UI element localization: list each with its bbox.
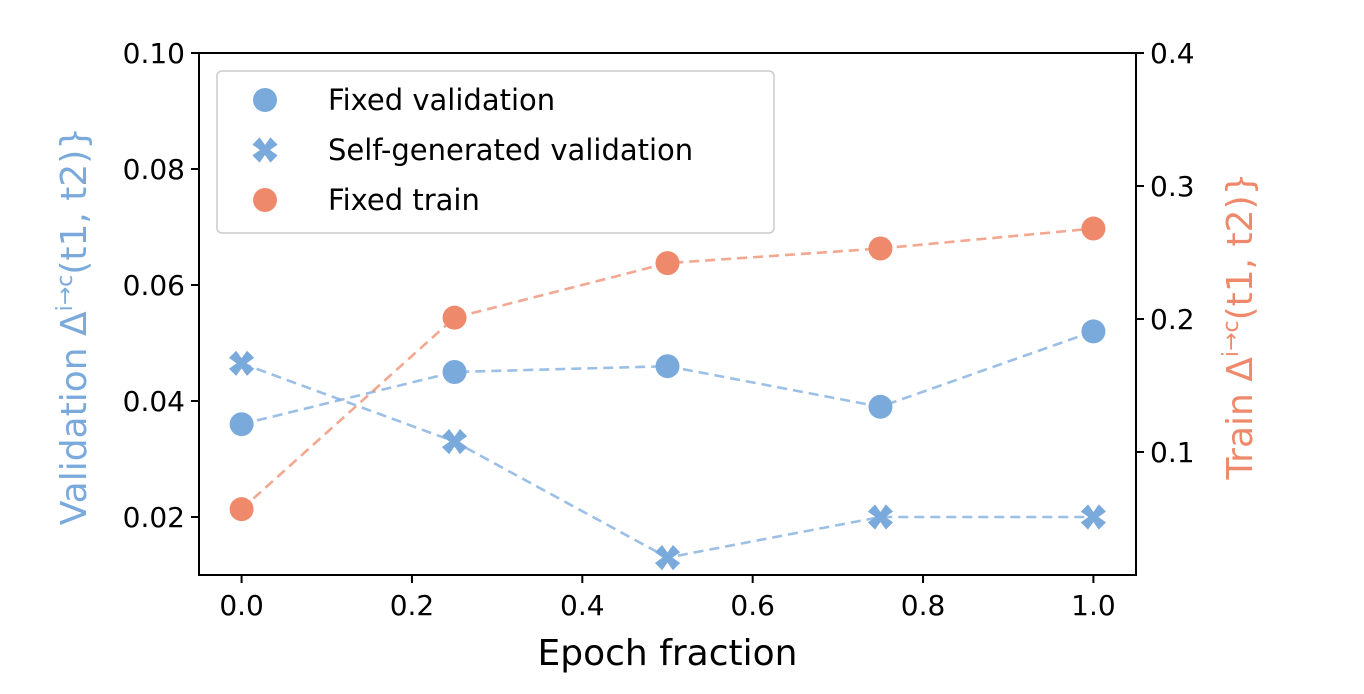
data-point-circle — [1081, 319, 1106, 344]
x-axis-label: Epoch fraction — [538, 633, 798, 674]
data-point-circle — [868, 236, 893, 261]
x-tick-label: 0.2 — [390, 589, 435, 622]
x-tick-label: 1.0 — [1071, 589, 1116, 622]
y-left-tick-label: 0.04 — [123, 385, 185, 418]
legend: Fixed validation Self-generated validatio… — [216, 70, 775, 234]
x-tick-label: 0.4 — [560, 589, 605, 622]
data-point-x-marker — [441, 429, 468, 455]
y-right-label-suffix: (t1, t2)} — [1220, 172, 1261, 320]
data-point-circle — [868, 394, 893, 419]
data-point-circle — [655, 354, 680, 379]
data-point-circle — [229, 412, 254, 437]
y-axis-left-label: Validation Δi→c(t1, t2)} — [53, 127, 95, 525]
y-left-tick-label: 0.10 — [123, 37, 185, 70]
y-left-label-sup: i→c — [53, 275, 78, 312]
x-tick-label: 0.0 — [219, 589, 264, 622]
y-right-label-sup: i→c — [1219, 320, 1244, 357]
legend-marker-circle — [253, 88, 277, 112]
y-left-label-prefix: Validation Δ — [54, 311, 95, 525]
y-right-tick-label: 0.3 — [1150, 170, 1195, 203]
data-point-circle — [655, 251, 680, 276]
series-line-2 — [240, 227, 1094, 511]
y-right-label-prefix: Train Δ — [1220, 357, 1261, 481]
data-point-x-marker — [654, 545, 681, 571]
legend-label: Fixed validation — [328, 83, 555, 117]
plot-frame — [198, 52, 1137, 576]
y-axis-right-label: Train Δi→c(t1, t2)} — [1219, 172, 1261, 480]
y-left-tick-label: 0.06 — [123, 269, 185, 302]
data-point-x-marker — [228, 350, 255, 376]
y-left-tick-label: 0.08 — [123, 153, 185, 186]
x-tick-label: 0.8 — [901, 589, 946, 622]
legend-label: Fixed train — [328, 183, 480, 217]
y-left-tick-label: 0.02 — [123, 501, 185, 534]
y-right-tick-label: 0.1 — [1150, 436, 1195, 469]
series-lines — [240, 227, 1094, 559]
axis-ticks: 0.0 0.2 0.4 0.6 0.8 1.0 0.02 0.04 0.06 0.08 0.10 0.… — [123, 37, 1195, 622]
data-point-x-marker — [867, 504, 894, 530]
x-tick-label: 0.6 — [730, 589, 775, 622]
data-point-x-marker — [1080, 504, 1107, 530]
legend-marker-x — [252, 137, 278, 163]
data-point-circle — [442, 305, 467, 330]
legend-label: Self-generated validation — [328, 133, 693, 167]
y-left-label-suffix: (t1, t2)} — [54, 127, 95, 275]
legend-marker-circle — [253, 188, 277, 212]
legend-box — [216, 70, 775, 234]
data-point-circle — [229, 497, 254, 522]
y-right-tick-label: 0.4 — [1150, 37, 1195, 70]
series-markers — [228, 216, 1107, 571]
data-point-circle — [442, 360, 467, 384]
y-right-tick-label: 0.2 — [1150, 303, 1195, 336]
data-point-circle — [1081, 216, 1106, 241]
